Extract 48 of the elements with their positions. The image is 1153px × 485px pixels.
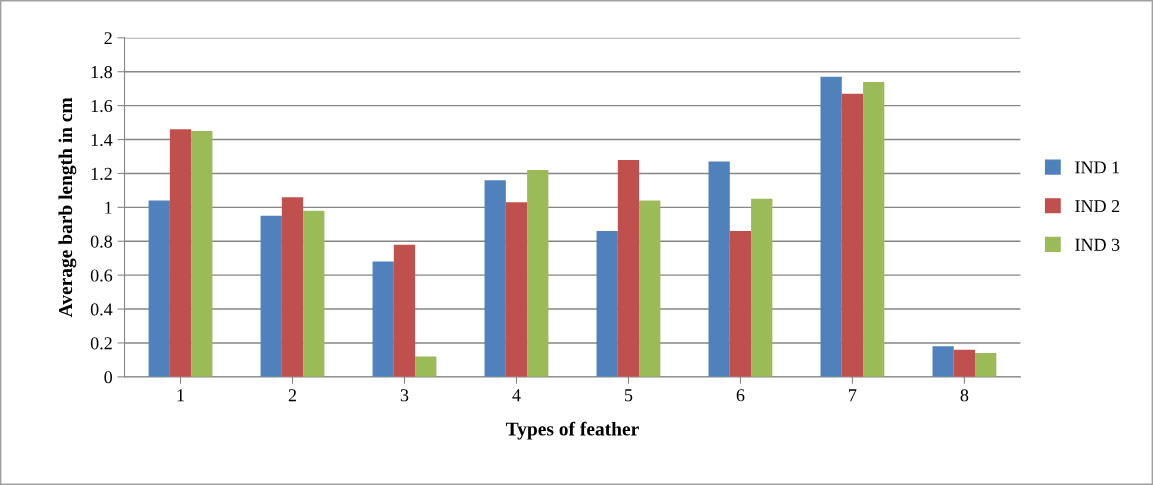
legend-label: IND 1 — [1075, 161, 1120, 174]
y-tick-label: 0 — [104, 371, 113, 384]
bar — [191, 131, 213, 377]
bar — [527, 170, 549, 377]
bar — [975, 353, 997, 377]
bar — [281, 197, 304, 377]
y-tick-label: 1 — [105, 201, 112, 214]
x-tick-label: 3 — [400, 389, 409, 402]
bar — [169, 129, 192, 377]
y-axis-title: Average barb length in cm — [58, 97, 77, 318]
bar — [260, 215, 282, 377]
x-tick-label: 1 — [177, 389, 184, 402]
x-tick-label: 8 — [960, 389, 969, 402]
y-tick-label: 0.4 — [90, 303, 113, 316]
y-tick-label: 1.4 — [91, 133, 113, 147]
bar — [303, 210, 325, 377]
y-tick-label: 0.6 — [90, 269, 113, 282]
x-tick-label: 6 — [736, 389, 745, 402]
x-tick-label: 4 — [512, 389, 521, 402]
bar — [148, 200, 170, 377]
y-tick-label: 0.8 — [90, 235, 113, 248]
y-tick-label: 1.6 — [91, 99, 113, 113]
bar — [505, 202, 528, 377]
bar — [415, 356, 437, 377]
x-tick-label: 2 — [288, 389, 297, 402]
x-tick-label: 5 — [624, 389, 633, 402]
x-axis-title: Types of feather — [505, 421, 639, 440]
bar — [639, 200, 661, 377]
bar — [372, 261, 394, 377]
x-tick-label: 7 — [849, 389, 857, 402]
bar — [841, 93, 864, 377]
bar — [820, 76, 842, 377]
bar — [484, 180, 506, 377]
y-tick-label: 1.8 — [91, 65, 113, 79]
y-tick-label: 2 — [104, 32, 112, 45]
y-tick-label: 1.2 — [91, 167, 112, 180]
bar — [708, 161, 730, 377]
bar — [617, 159, 640, 377]
bar — [596, 231, 618, 377]
y-tick-label: 0.2 — [90, 337, 112, 350]
bar — [729, 231, 752, 377]
bar — [751, 198, 773, 377]
bar — [953, 349, 976, 377]
bar — [932, 346, 954, 377]
legend-label: IND 3 — [1075, 238, 1120, 251]
legend-label: IND 2 — [1075, 200, 1120, 213]
bar — [863, 81, 885, 377]
bar — [393, 244, 416, 377]
